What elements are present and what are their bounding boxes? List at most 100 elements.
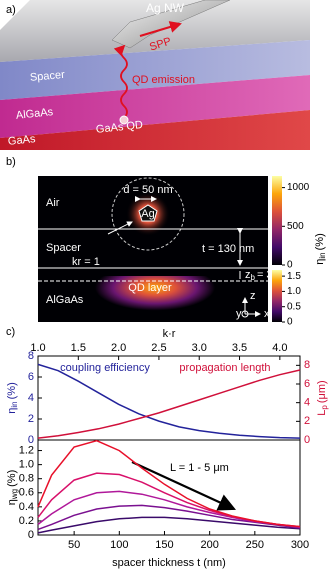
label: Spacer bbox=[29, 69, 65, 84]
y-tick-label: 6 bbox=[28, 371, 34, 383]
label: z bbox=[245, 269, 251, 281]
axis-title: ηwg (%) bbox=[6, 470, 19, 505]
series-label: coupling efficiency bbox=[60, 362, 150, 374]
label: η bbox=[6, 499, 18, 505]
y-tick-label: 0.2 bbox=[19, 515, 34, 527]
series-label: coupling efficiency bbox=[60, 362, 150, 374]
colorbar-tick-label: 500 bbox=[287, 221, 304, 232]
label: GaAs bbox=[7, 133, 36, 148]
label: wg bbox=[10, 489, 19, 500]
label: AlGaAs bbox=[15, 106, 54, 122]
label: η bbox=[314, 259, 326, 265]
gaas-layer bbox=[0, 110, 310, 150]
x-axis-title: k·r bbox=[163, 328, 176, 340]
colorbar-tick-label: 1.0 bbox=[287, 286, 301, 297]
x-tick-label: 250 bbox=[246, 539, 264, 551]
colorbar-tick-label: 0 bbox=[287, 260, 293, 271]
y-tick-label: 2 bbox=[28, 413, 34, 425]
label: Air bbox=[46, 197, 60, 209]
y2-tick-label: 2 bbox=[304, 415, 310, 427]
colorbar-tick-label: 1.5 bbox=[287, 271, 301, 282]
colorbar bbox=[272, 270, 282, 322]
axis-dot bbox=[241, 310, 249, 318]
label: kr = 1 bbox=[72, 256, 100, 268]
label: x bbox=[264, 308, 270, 320]
label: y bbox=[236, 308, 242, 320]
series-label: propagation length bbox=[179, 362, 270, 374]
label: in bbox=[10, 401, 19, 407]
label: Ag bbox=[141, 208, 154, 220]
x-tick-label: 3.5 bbox=[232, 342, 247, 354]
label: in bbox=[318, 252, 327, 258]
label: Ag NW bbox=[146, 1, 185, 15]
x-tick-label: 100 bbox=[110, 539, 128, 551]
x-tick-label: 150 bbox=[155, 539, 173, 551]
x-tick-label: 50 bbox=[68, 539, 80, 551]
panel-b: b) Air d = 50 nm Ag Spacer kr = 1 t = 13… bbox=[6, 156, 327, 322]
colorbar-tick-label: 0.5 bbox=[287, 301, 301, 312]
y2-tick-label: 6 bbox=[304, 378, 310, 390]
line-series bbox=[37, 369, 301, 439]
label: b bbox=[251, 273, 256, 282]
label: (%) bbox=[314, 233, 326, 250]
axis-title: Lp (μm) bbox=[316, 380, 329, 415]
label: L bbox=[316, 410, 328, 416]
panel-label: b) bbox=[6, 156, 16, 168]
colorbar-tick-label: 1000 bbox=[287, 182, 310, 193]
colorbar-tick-label: 0 bbox=[287, 317, 293, 328]
x-tick-label: 300 bbox=[291, 539, 309, 551]
algaas-layer bbox=[0, 75, 310, 138]
label: (%) bbox=[6, 382, 18, 399]
field-glow bbox=[95, 276, 215, 322]
line-series bbox=[37, 363, 301, 439]
colorbar-label: ηin (%) bbox=[314, 233, 327, 264]
x-tick-label: 4.0 bbox=[272, 342, 287, 354]
y-tick-label: 1.0 bbox=[19, 459, 34, 471]
arrow bbox=[107, 221, 133, 235]
axis-title: ηin (%) bbox=[6, 382, 19, 413]
label: Spacer bbox=[46, 242, 81, 254]
x-tick-label: 3.0 bbox=[192, 342, 207, 354]
label: d = 50 nm bbox=[123, 184, 172, 196]
label: η bbox=[6, 408, 18, 414]
plot-frame bbox=[37, 439, 301, 536]
y2-tick-label: 0 bbox=[304, 434, 310, 446]
annotation: L = 1 - 5 μm bbox=[170, 462, 229, 474]
y2-tick-label: 8 bbox=[304, 359, 310, 371]
label: QD layer bbox=[128, 282, 172, 294]
x-tick-label: 2.0 bbox=[111, 342, 126, 354]
x-tick-label: 1.0 bbox=[30, 342, 45, 354]
y-tick-label: 0.6 bbox=[19, 487, 34, 499]
label: t = 130 nm bbox=[202, 243, 254, 255]
x-tick-label: 2.5 bbox=[151, 342, 166, 354]
y-tick-label: 8 bbox=[28, 350, 34, 362]
label: GaAs QD bbox=[95, 119, 143, 136]
line-series bbox=[37, 516, 301, 534]
x-tick-label: 1.5 bbox=[71, 342, 86, 354]
label: (%) bbox=[6, 470, 18, 487]
y-tick-label: 0 bbox=[28, 529, 34, 541]
y-tick-label: 0.8 bbox=[19, 473, 34, 485]
label: p bbox=[320, 405, 329, 410]
label: AlGaAs bbox=[46, 294, 84, 306]
series-label: propagation length bbox=[179, 362, 270, 374]
panel-c: c) bbox=[6, 326, 236, 511]
panel-label: c) bbox=[6, 326, 15, 338]
label: QD emission bbox=[132, 74, 195, 86]
y-tick-label: 1.2 bbox=[19, 444, 34, 456]
x-tick-label: 200 bbox=[200, 539, 218, 551]
wire-section bbox=[138, 204, 158, 222]
y2-tick-label: 4 bbox=[304, 397, 310, 409]
spp-arrow bbox=[139, 21, 182, 37]
kr-circle bbox=[111, 177, 185, 251]
label: z bbox=[250, 290, 256, 302]
annotation-arrow bbox=[131, 461, 236, 511]
line-series bbox=[37, 472, 301, 528]
spacer-layer bbox=[0, 40, 310, 100]
emission-wave bbox=[113, 44, 128, 119]
y-tick-label: 4 bbox=[28, 392, 34, 404]
y-tick-label: 0.4 bbox=[19, 501, 34, 513]
x-axis-title: spacer thickness t (nm) bbox=[112, 557, 226, 569]
